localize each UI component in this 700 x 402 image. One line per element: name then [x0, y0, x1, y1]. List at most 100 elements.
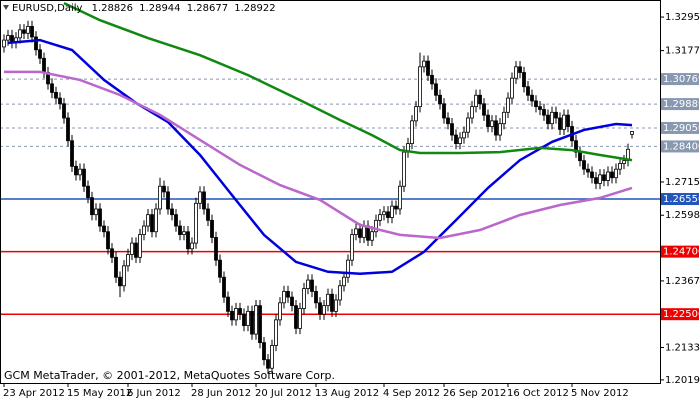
low-value: 1.28677: [187, 3, 228, 14]
candle-body: [442, 103, 446, 119]
candle-body: [246, 310, 250, 326]
candle-body: [482, 103, 486, 116]
candle-body: [226, 296, 230, 312]
candle-body: [562, 114, 566, 130]
x-tick-label: 16 Oct 2012: [507, 388, 569, 399]
candle-body: [478, 94, 482, 105]
candle-body: [538, 106, 542, 110]
high-value: 1.28944: [139, 3, 180, 14]
level-box: [661, 73, 699, 86]
candle-body: [362, 225, 366, 238]
candle-body: [154, 208, 158, 233]
level-label: 1.26550: [663, 194, 700, 205]
candle-body: [494, 120, 498, 136]
level-box: [661, 193, 699, 206]
candle-body: [122, 265, 126, 287]
x-tick-label: 15 May 2012: [67, 388, 132, 399]
candle-body: [458, 137, 462, 144]
candle-body: [54, 92, 58, 99]
candle-body: [474, 94, 478, 108]
candle-body: [174, 214, 178, 227]
candle-body: [86, 185, 90, 199]
candle-body: [598, 174, 602, 184]
level-box: [661, 308, 699, 321]
candle-body: [326, 293, 330, 307]
plot: [0, 1, 660, 374]
candle-body: [162, 185, 166, 193]
candle-body: [510, 77, 514, 99]
candle-body: [270, 345, 274, 369]
level-box: [661, 245, 699, 258]
y-tick-label: 1.32950: [665, 12, 700, 23]
candle-body: [374, 219, 378, 233]
candle-body: [546, 114, 550, 125]
y-tick-label: 1.31770: [665, 46, 700, 57]
candle-body: [470, 106, 474, 119]
y-tick-label: 1.20190: [665, 375, 700, 386]
candle-body: [602, 174, 606, 181]
candle-body: [486, 114, 490, 127]
candle-body: [38, 49, 42, 59]
candle-body: [622, 160, 626, 164]
candle-body: [94, 208, 98, 216]
candle-body: [106, 231, 110, 250]
footer: GCM MetaTrader, © 2001-2012, MetaQuotes …: [4, 369, 335, 382]
candle-body: [34, 36, 38, 51]
candle-body: [402, 151, 406, 187]
candle-body: [334, 299, 338, 312]
candle-body: [398, 185, 402, 210]
candle-body: [134, 242, 138, 258]
candle-body: [578, 151, 582, 162]
candle-body: [618, 163, 622, 170]
candle-body: [450, 123, 454, 136]
candle-body: [202, 191, 206, 210]
candle-body: [306, 279, 310, 290]
candle-body: [390, 205, 394, 218]
candle-body: [606, 171, 610, 181]
candle-body: [114, 256, 118, 278]
level-label: 1.30769: [663, 74, 700, 85]
open-value: 1.28826: [92, 3, 133, 14]
candle-body: [310, 279, 314, 292]
candle-body: [50, 83, 54, 93]
header: EURUSD,Daily 1.28826 1.28944 1.28677 1.2…: [12, 3, 276, 14]
candle-body: [2, 39, 6, 48]
candle-body: [386, 211, 390, 218]
candle-body: [18, 29, 22, 39]
candle-body: [234, 308, 238, 321]
candle-body: [6, 35, 10, 41]
candle-body: [222, 276, 226, 298]
candle-body: [290, 296, 294, 307]
candle-body: [594, 177, 598, 184]
candle-body: [198, 191, 202, 204]
candle-body: [350, 234, 354, 261]
candle-body: [26, 26, 30, 34]
y-tick-label: 1.27150: [665, 177, 700, 188]
candle-body: [230, 310, 234, 321]
level-label: 1.29050: [663, 123, 700, 134]
candle-body: [182, 231, 186, 235]
y-tick-label: 1.25980: [665, 210, 700, 221]
candle-body: [138, 234, 142, 258]
candle-body: [514, 66, 518, 79]
candle-body: [282, 291, 286, 304]
x-tick-label: 28 Jun 2012: [191, 388, 251, 399]
candle-body: [90, 197, 94, 216]
candle-body: [526, 86, 530, 96]
x-tick-label: 4 Sep 2012: [383, 388, 440, 399]
candle-body: [558, 117, 562, 130]
candle-body: [462, 131, 466, 139]
candle-body: [614, 168, 618, 179]
candle-body: [62, 103, 66, 119]
x-tick-label: 6 Jun 2012: [127, 388, 181, 399]
candle-body: [78, 168, 82, 176]
candle-body: [454, 134, 458, 144]
candle-body: [70, 140, 74, 167]
candle-body: [410, 120, 414, 144]
candle-body: [150, 214, 154, 233]
candle-body: [586, 168, 590, 173]
candle-body: [346, 259, 350, 278]
candle-body: [378, 214, 382, 221]
candle-body: [574, 140, 578, 153]
